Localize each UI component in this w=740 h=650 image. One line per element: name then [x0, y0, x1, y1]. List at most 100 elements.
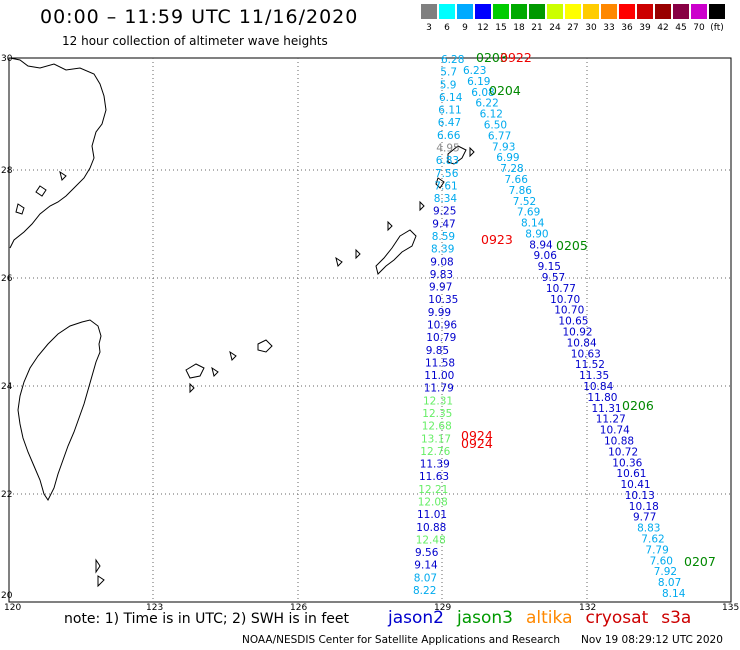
legend-swatch — [493, 4, 510, 19]
wave-height-value: 10.65 — [558, 316, 588, 328]
lon-tick: 123 — [146, 603, 163, 613]
satellite-label: jason2 — [388, 608, 444, 628]
wave-height-value: 10.35 — [428, 294, 458, 306]
satellite-label: cryosat — [585, 608, 649, 628]
island — [211, 366, 219, 377]
wave-height-value: 9.85 — [426, 345, 449, 357]
wave-height-value: 7.86 — [509, 185, 533, 197]
lon-tick: 129 — [434, 603, 451, 613]
wave-height-value: 11.27 — [596, 414, 626, 426]
wave-height-value: 6.47 — [438, 117, 461, 129]
wave-height-value: 11.79 — [424, 383, 454, 395]
lon-tick: 132 — [579, 603, 596, 613]
wave-height-value: 7.69 — [517, 207, 540, 219]
wave-height-value: 10.74 — [600, 425, 630, 437]
wave-height-value: 10.36 — [612, 457, 642, 469]
wave-height-value: 7.62 — [641, 534, 664, 546]
wave-height-value: 7.92 — [654, 566, 677, 578]
wave-height-value: 10.79 — [426, 332, 456, 344]
wave-height-value: 11.80 — [587, 392, 617, 404]
pass-time-label: 0207 — [684, 554, 716, 569]
wave-height-value: 10.92 — [563, 327, 593, 339]
wave-height-value: 11.35 — [579, 370, 609, 382]
wave-height-value: 12.68 — [422, 421, 452, 433]
wave-height-value: 10.96 — [427, 320, 457, 332]
legend-label: 27 — [567, 23, 579, 33]
wave-height-value: 12.48 — [416, 534, 446, 546]
legend-swatch — [457, 4, 474, 19]
wave-height-value: 11.01 — [417, 509, 447, 521]
wave-height-value: 6.23 — [463, 65, 486, 77]
lon-tick: 120 — [4, 603, 21, 613]
wave-height-value: 5.9 — [440, 79, 457, 91]
legend-label: 33 — [603, 23, 615, 33]
island — [419, 200, 425, 212]
wave-height-value: 8.07 — [658, 577, 681, 589]
wave-height-value: 10.84 — [583, 381, 613, 393]
island — [387, 220, 393, 232]
satellite-label: altika — [526, 608, 573, 628]
page-title: 00:00 – 11:59 UTC 11/16/2020 — [40, 6, 359, 28]
wave-height-value: 6.08 — [471, 87, 494, 99]
page-subtitle: 12 hour collection of altimeter wave hei… — [62, 34, 328, 48]
legend-label: 70 — [693, 23, 705, 33]
island — [229, 350, 237, 361]
wave-height-value: 10.72 — [608, 446, 638, 458]
wave-height-value: 10.18 — [629, 501, 659, 513]
wave-height-value: 8.22 — [413, 585, 436, 597]
wave-height-value: 6.77 — [488, 130, 511, 142]
wave-height-value: 9.57 — [542, 272, 565, 284]
wave-height-value: 8.07 — [414, 572, 437, 584]
legend-label: 6 — [444, 23, 450, 33]
track-b-observations: 6.236.196.086.226.126.506.777.936.997.28… — [463, 65, 686, 600]
legend-label: (ft) — [710, 23, 724, 33]
legend-swatch — [583, 4, 600, 19]
amami-coastline — [447, 145, 467, 165]
wave-height-value: 9.06 — [534, 250, 558, 262]
wave-height-value: 10.77 — [546, 283, 576, 295]
pass-time-label: 0206 — [622, 398, 654, 413]
wave-height-value: 7.56 — [435, 168, 459, 180]
island — [95, 558, 101, 574]
wave-height-value: 9.97 — [429, 282, 452, 294]
wave-height-value: 7.52 — [513, 196, 536, 208]
wave-height-value: 9.14 — [414, 560, 438, 572]
island — [355, 248, 361, 260]
wave-height-value: 10.63 — [571, 348, 601, 360]
legend-label: 12 — [477, 23, 489, 33]
island — [435, 177, 445, 189]
wave-height-value: 12.21 — [418, 484, 448, 496]
wave-height-value: 4.95 — [436, 143, 459, 155]
wave-height-value: 10.88 — [416, 522, 446, 534]
legend-label: 24 — [549, 23, 561, 33]
wave-height-value: 9.47 — [432, 218, 455, 230]
wave-height-value: 9.99 — [428, 307, 451, 319]
pass-time-label: 0205 — [556, 238, 588, 253]
track-a-observations: 6.285.75.96.146.116.476.664.956.837.567.… — [413, 54, 464, 597]
wave-height-value: 12.35 — [422, 408, 452, 420]
island — [335, 256, 343, 267]
wave-height-value: 9.83 — [430, 269, 453, 281]
lat-tick: 26 — [1, 274, 13, 284]
legend-swatch — [601, 4, 618, 19]
kyushu-coastline — [9, 57, 107, 249]
wave-height-value: 10.13 — [625, 490, 655, 502]
wave-height-value: 5.7 — [440, 67, 457, 79]
legend-label: 15 — [495, 23, 507, 33]
wave-height-value: 7.28 — [500, 163, 523, 175]
legend-swatch — [529, 4, 546, 19]
legend-label: 42 — [657, 23, 669, 33]
legend-label: 18 — [513, 23, 525, 33]
satellite-legend: jason2 jason3 altika cryosat s3a — [388, 608, 704, 628]
satellite-label: jason3 — [457, 608, 513, 628]
wave-height-value: 6.83 — [436, 155, 459, 167]
wave-height-value: 6.66 — [437, 130, 461, 142]
legend-label: 9 — [462, 23, 468, 33]
wave-height-value: 8.34 — [434, 193, 458, 205]
wave-height-value: 6.11 — [438, 105, 461, 117]
wave-height-value: 6.28 — [441, 54, 464, 66]
wave-height-value: 9.15 — [538, 261, 561, 273]
japan-island — [15, 203, 25, 215]
